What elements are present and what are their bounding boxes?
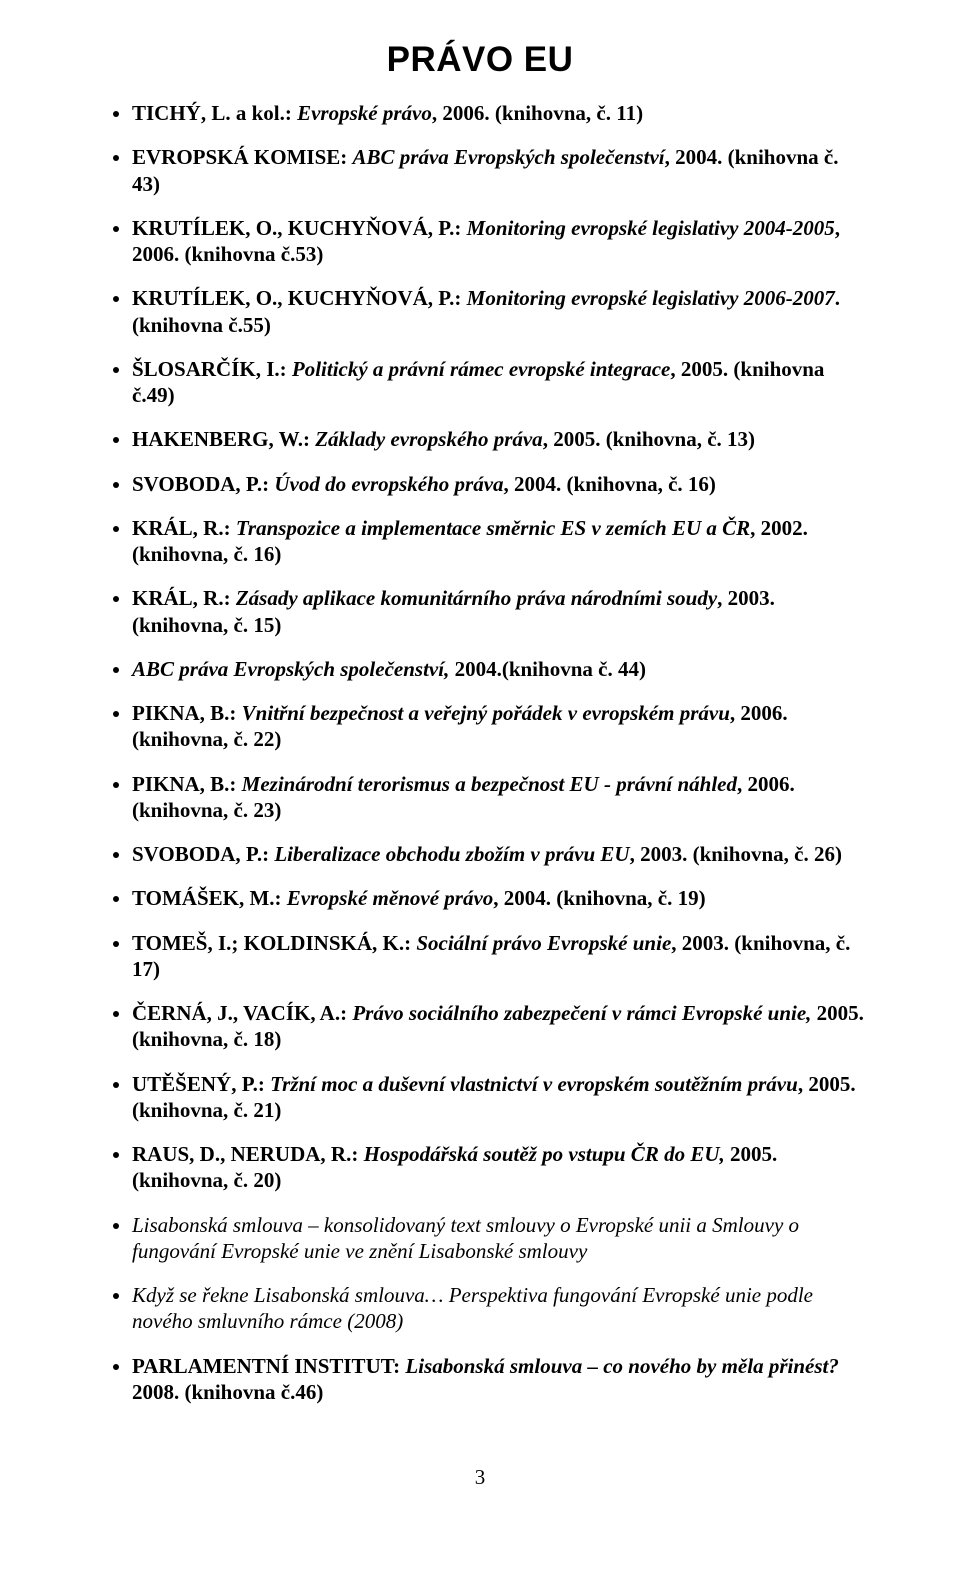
text-segment: , 2006. (knihovna, č. 11) [432,101,643,125]
text-segment: Monitoring evropské legislativy 2006-200… [467,286,835,310]
list-item: PIKNA, B.: Vnitřní bezpečnost a veřejný … [132,700,870,753]
list-item: KRUTÍLEK, O., KUCHYŇOVÁ, P.: Monitoring … [132,215,870,268]
text-segment: TOMEŠ, I.; KOLDINSKÁ, K.: [132,931,416,955]
text-segment: RAUS, D., NERUDA, R.: [132,1142,364,1166]
text-segment: Lisabonská smlouva – konsolidovaný text … [132,1213,799,1263]
text-segment: , 2005. (knihovna, č. 13) [543,427,755,451]
text-segment: Tržní moc a duševní vlastnictví v evrops… [270,1072,798,1096]
text-segment: Hospodářská soutěž po vstupu ČR do EU, [364,1142,730,1166]
text-segment: Vnitřní bezpečnost a veřejný pořádek v e… [242,701,730,725]
list-item: SVOBODA, P.: Liberalizace obchodu zbožím… [132,841,870,867]
text-segment: KRÁL, R.: [132,516,236,540]
page-title: PRÁVO EU [90,40,870,80]
list-item: ČERNÁ, J., VACÍK, A.: Právo sociálního z… [132,1000,870,1053]
list-item: TICHÝ, L. a kol.: Evropské právo, 2006. … [132,100,870,126]
text-segment: 2004.(knihovna č. 44) [455,657,646,681]
text-segment: ABC práva Evropských společenství [353,145,665,169]
text-segment: Úvod do evropského práva [274,472,503,496]
text-segment: PIKNA, B.: [132,701,242,725]
text-segment: Evropské měnové právo [287,886,493,910]
text-segment: HAKENBERG, W.: [132,427,315,451]
text-segment: Evropské právo [297,101,432,125]
text-segment: , 2004. (knihovna, č. 16) [504,472,716,496]
text-segment: Monitoring evropské legislativy 2004-200… [467,216,835,240]
text-segment: Sociální právo Evropské unie [416,931,671,955]
list-item: EVROPSKÁ KOMISE: ABC práva Evropských sp… [132,144,870,197]
list-item: Když se řekne Lisabonská smlouva… Perspe… [132,1282,870,1335]
text-segment: KRÁL, R.: [132,586,236,610]
list-item: UTĚŠENÝ, P.: Tržní moc a duševní vlastni… [132,1071,870,1124]
text-segment: SVOBODA, P.: [132,842,274,866]
text-segment: PIKNA, B.: [132,772,242,796]
text-segment: Právo sociálního zabezpečení v rámci Evr… [352,1001,816,1025]
list-item: KRÁL, R.: Transpozice a implementace smě… [132,515,870,568]
list-item: Lisabonská smlouva – konsolidovaný text … [132,1212,870,1265]
text-segment: Transpozice a implementace směrnic ES v … [236,516,750,540]
text-segment: KRUTÍLEK, O., KUCHYŇOVÁ, P.: [132,216,467,240]
text-segment: Lisabonská smlouva – co nového by měla p… [405,1354,838,1378]
text-segment: Mezinárodní terorismus a bezpečnost EU -… [242,772,737,796]
text-segment: Zásady aplikace komunitárního práva náro… [236,586,717,610]
text-segment: TICHÝ, L. a kol.: [132,101,297,125]
page-number: 3 [90,1465,870,1490]
list-item: PIKNA, B.: Mezinárodní terorismus a bezp… [132,771,870,824]
text-segment: Základy evropského práva [315,427,542,451]
text-segment: UTĚŠENÝ, P.: [132,1072,270,1096]
list-item: KRÁL, R.: Zásady aplikace komunitárního … [132,585,870,638]
text-segment: EVROPSKÁ KOMISE: [132,145,353,169]
text-segment: Politický a právní rámec evropské integr… [292,357,671,381]
text-segment: ČERNÁ, J., VACÍK, A.: [132,1001,352,1025]
text-segment: Liberalizace obchodu zbožím v právu EU [274,842,629,866]
text-segment: , 2004. (knihovna, č. 19) [493,886,705,910]
text-segment: TOMÁŠEK, M.: [132,886,287,910]
bibliography-list: TICHÝ, L. a kol.: Evropské právo, 2006. … [90,100,870,1405]
text-segment: KRUTÍLEK, O., KUCHYŇOVÁ, P.: [132,286,467,310]
list-item: TOMEŠ, I.; KOLDINSKÁ, K.: Sociální právo… [132,930,870,983]
list-item: KRUTÍLEK, O., KUCHYŇOVÁ, P.: Monitoring … [132,285,870,338]
list-item: RAUS, D., NERUDA, R.: Hospodářská soutěž… [132,1141,870,1194]
text-segment: SVOBODA, P.: [132,472,274,496]
list-item: PARLAMENTNÍ INSTITUT: Lisabonská smlouva… [132,1353,870,1406]
text-segment: , 2003. (knihovna, č. 26) [630,842,842,866]
list-item: HAKENBERG, W.: Základy evropského práva,… [132,426,870,452]
text-segment: PARLAMENTNÍ INSTITUT: [132,1354,405,1378]
text-segment: ABC práva Evropských společenství, [132,657,455,681]
list-item: SVOBODA, P.: Úvod do evropského práva, 2… [132,471,870,497]
text-segment: ŠLOSARČÍK, I.: [132,357,292,381]
list-item: ŠLOSARČÍK, I.: Politický a právní rámec … [132,356,870,409]
list-item: ABC práva Evropských společenství, 2004.… [132,656,870,682]
text-segment: 2008. (knihovna č.46) [132,1380,323,1404]
text-segment: Když se řekne Lisabonská smlouva… Perspe… [132,1283,813,1333]
list-item: TOMÁŠEK, M.: Evropské měnové právo, 2004… [132,885,870,911]
